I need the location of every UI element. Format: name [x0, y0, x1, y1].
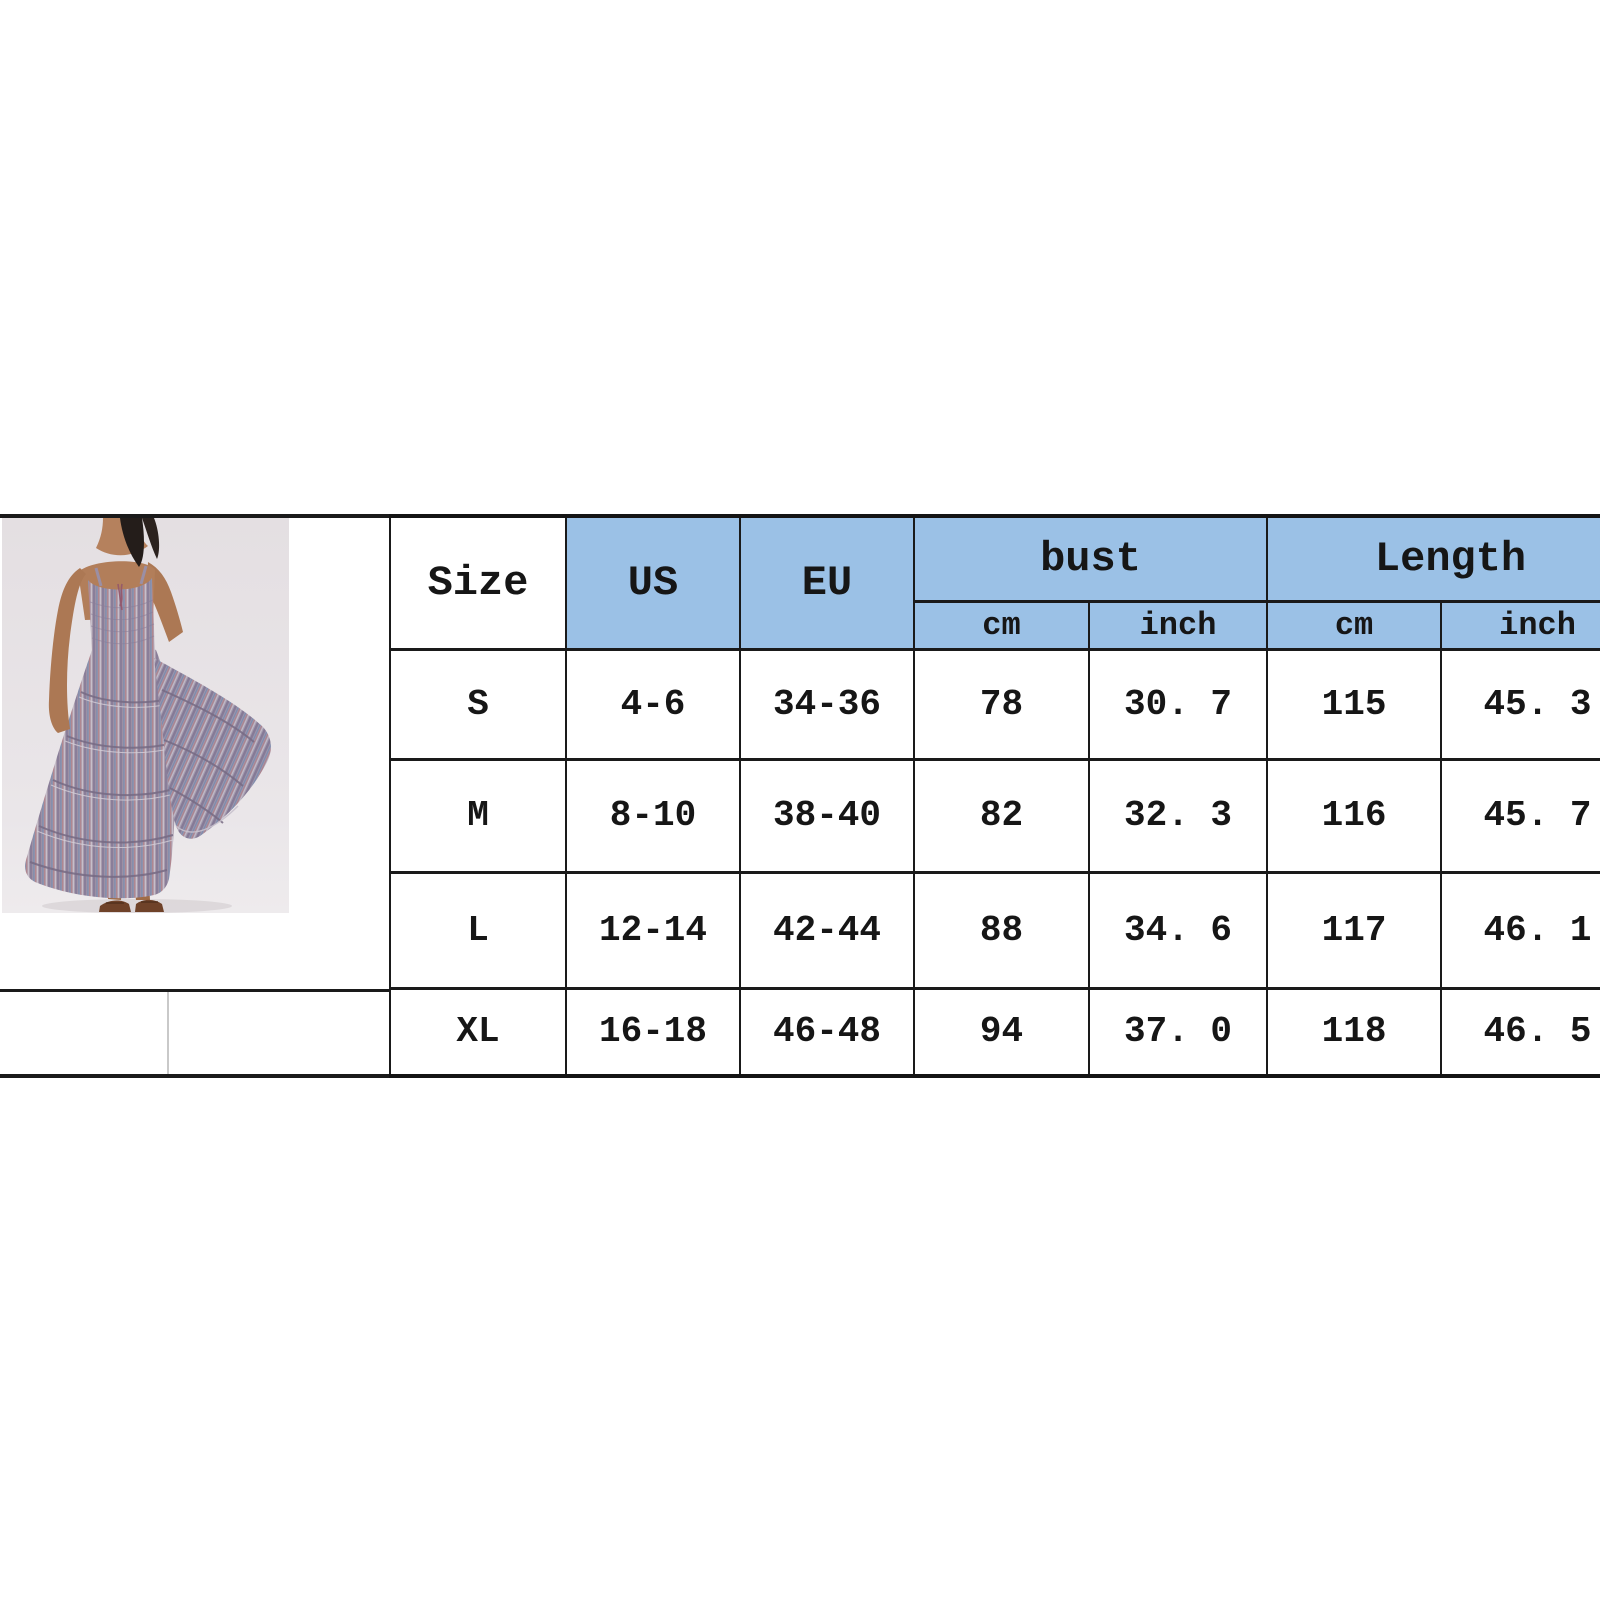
flare-tier-lines — [161, 689, 255, 824]
header-bust: bust — [912, 514, 1269, 603]
cell-length-cm: 116 — [1266, 757, 1443, 874]
cell-bust-inch: 30. 7 — [1087, 647, 1269, 761]
cell-eu: 46-48 — [739, 986, 915, 1078]
cell-length-cm: 118 — [1266, 986, 1443, 1078]
cell-bust-cm: 82 — [913, 757, 1090, 874]
header-bust-inch: inch — [1087, 599, 1269, 651]
skirt-tier-lines — [29, 691, 175, 878]
cell-length-cm: 115 — [1266, 647, 1443, 761]
table-row-l: L 12-14 42-44 88 34. 6 117 46. 1 — [389, 870, 1600, 990]
sandals — [99, 899, 164, 912]
header-length-cm: cm — [1266, 599, 1443, 651]
xl-row-top-border-extension — [0, 989, 389, 992]
cell-eu: 42-44 — [739, 870, 915, 990]
header-row-units: cm inch cm inch — [390, 599, 1600, 651]
cell-size: XL — [389, 986, 567, 1078]
skirt-ruffle-highlights — [36, 696, 175, 848]
cell-size: M — [389, 757, 567, 874]
table-row-s: S 4-6 34-36 78 30. 7 115 45. 3 — [389, 647, 1600, 761]
cell-bust-cm: 94 — [913, 986, 1090, 1078]
cell-us: 8-10 — [565, 757, 741, 874]
header-eu: EU — [739, 514, 915, 651]
table-row-m: M 8-10 38-40 82 32. 3 116 45. 7 — [389, 757, 1600, 874]
cell-length-inch: 45. 7 — [1440, 757, 1600, 874]
header-length: Length — [1266, 514, 1600, 603]
cell-bust-inch: 34. 6 — [1087, 870, 1269, 990]
header-bust-cm: cm — [913, 599, 1090, 651]
cell-us: 4-6 — [565, 647, 741, 761]
cell-us: 12-14 — [565, 870, 741, 990]
size-chart-table-wrapper: Size US EU bust Length cm inch cm inch S… — [389, 514, 1600, 1078]
product-photo — [2, 518, 289, 913]
cell-eu: 38-40 — [739, 757, 915, 874]
cell-bust-cm: 78 — [913, 647, 1090, 761]
header-us: US — [565, 514, 741, 651]
cell-size: L — [389, 870, 567, 990]
cell-size: S — [389, 647, 567, 761]
dress-model-illustration — [2, 518, 289, 913]
table-row-xl: XL 16-18 46-48 94 37. 0 118 46. 5 — [389, 986, 1600, 1078]
header-row-main: Size US EU bust Length — [389, 514, 1600, 651]
header-size: Size — [389, 514, 567, 651]
table-bottom-border-extension — [0, 1074, 389, 1078]
cell-length-inch: 46. 5 — [1440, 986, 1600, 1078]
xl-row-left-divider — [167, 992, 169, 1074]
cell-bust-inch: 32. 3 — [1087, 757, 1269, 874]
cell-eu: 34-36 — [739, 647, 915, 761]
size-chart-table: Size US EU bust Length cm inch cm inch S… — [389, 514, 1600, 1078]
header-length-inch: inch — [1440, 599, 1600, 651]
cell-bust-inch: 37. 0 — [1087, 986, 1269, 1078]
cell-bust-cm: 88 — [913, 870, 1090, 990]
table-top-border-extension — [0, 514, 389, 518]
cell-length-inch: 46. 1 — [1440, 870, 1600, 990]
dress — [25, 565, 271, 899]
cell-us: 16-18 — [565, 986, 741, 1078]
cell-length-inch: 45. 3 — [1440, 647, 1600, 761]
cell-length-cm: 117 — [1266, 870, 1443, 990]
